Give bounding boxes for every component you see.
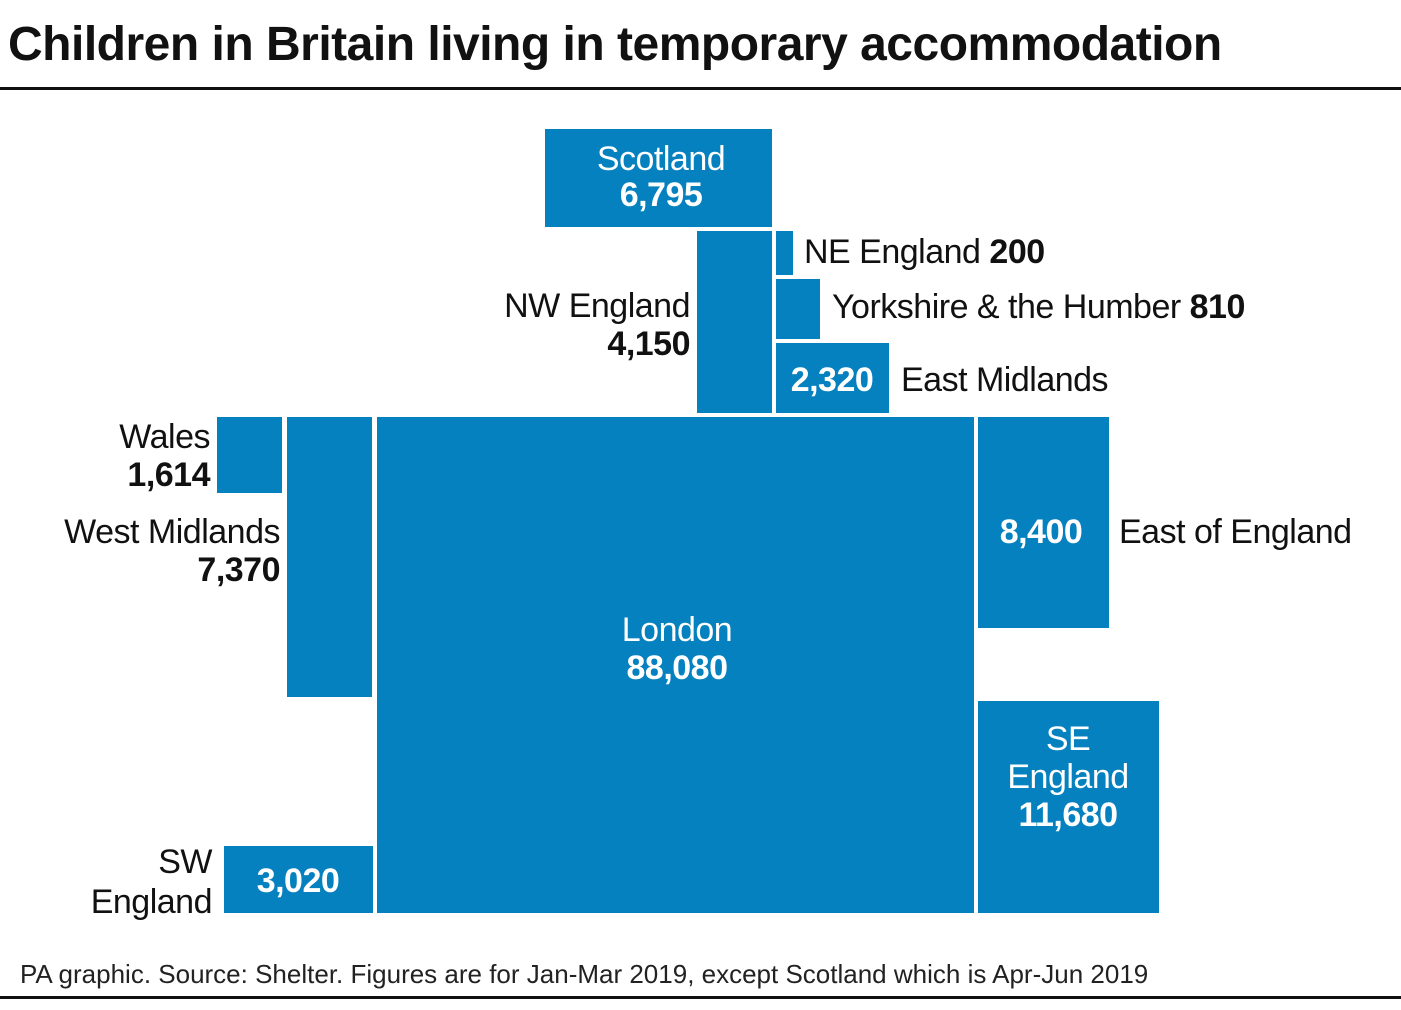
scotland-label: Scotland: [597, 140, 725, 178]
footer-rule: [0, 996, 1401, 999]
east-midlands-value: 2,320: [791, 361, 874, 399]
se-england-label: SE: [1046, 720, 1090, 758]
yorkshire-value: 810: [1190, 288, 1245, 326]
east-of-england-value: 8,400: [1000, 513, 1083, 551]
london-value: 88,080: [627, 649, 728, 687]
ne-england-value: 200: [989, 233, 1044, 271]
west-midlands-label: West Midlands: [64, 513, 280, 551]
wales-label: Wales: [119, 418, 210, 456]
ne-england-block: [776, 231, 793, 275]
region-east-midlands: 2,320 East Midlands: [776, 343, 1109, 413]
se-england-value: 11,680: [1018, 796, 1117, 834]
yorkshire-label-line: Yorkshire & the Humber 810: [832, 288, 1245, 326]
ne-england-label-line: NE England 200: [804, 233, 1045, 271]
east-midlands-label: East Midlands: [901, 361, 1108, 399]
scotland-value: 6,795: [620, 176, 703, 214]
ne-england-label: NE England: [804, 233, 989, 271]
nw-england-value: 4,150: [607, 325, 690, 363]
region-east-of-england: 8,400 East of England: [978, 417, 1352, 628]
london-label: London: [622, 611, 732, 649]
region-yorkshire: Yorkshire & the Humber 810: [776, 279, 1245, 339]
region-ne-england: NE England 200: [776, 231, 1045, 275]
west-midlands-block: [287, 417, 372, 697]
east-of-england-block: [978, 417, 1109, 628]
scotland-block: [545, 129, 772, 227]
sw-england-label: SW: [158, 843, 212, 881]
west-midlands-value: 7,370: [197, 551, 280, 589]
source-footer: PA graphic. Source: Shelter. Figures are…: [20, 959, 1149, 989]
se-england-block: [978, 701, 1159, 913]
east-midlands-block: [776, 343, 889, 413]
sw-england-value: 3,020: [257, 862, 340, 900]
yorkshire-label: Yorkshire & the Humber: [832, 288, 1190, 326]
sw-england-block: [224, 846, 373, 913]
title-rule: [0, 87, 1401, 90]
yorkshire-block: [776, 279, 820, 339]
nw-england-label: NW England: [504, 287, 690, 325]
nw-england-block: [697, 231, 772, 413]
wales-block: [217, 417, 282, 493]
east-of-england-label: East of England: [1119, 513, 1352, 551]
chart-title: Children in Britain living in temporary …: [8, 18, 1222, 71]
wales-value: 1,614: [127, 456, 210, 494]
se-england-label: England: [1007, 758, 1128, 796]
london-block: [377, 417, 974, 913]
sw-england-label: England: [91, 883, 212, 921]
